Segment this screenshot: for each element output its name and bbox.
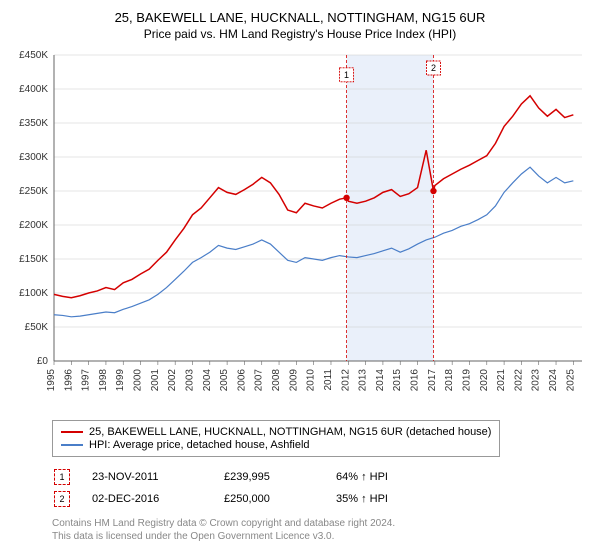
footer-line: This data is licensed under the Open Gov… bbox=[52, 530, 590, 543]
svg-text:2003: 2003 bbox=[184, 369, 195, 392]
legend-swatch bbox=[61, 431, 83, 433]
svg-text:2000: 2000 bbox=[133, 369, 144, 392]
legend-row: 25, BAKEWELL LANE, HUCKNALL, NOTTINGHAM,… bbox=[61, 426, 491, 438]
svg-text:2005: 2005 bbox=[219, 369, 230, 392]
legend-row: HPI: Average price, detached house, Ashf… bbox=[61, 439, 491, 451]
legend-swatch bbox=[61, 444, 83, 446]
svg-text:1997: 1997 bbox=[81, 369, 92, 392]
sale-price: £239,995 bbox=[224, 467, 334, 487]
legend-label: 25, BAKEWELL LANE, HUCKNALL, NOTTINGHAM,… bbox=[89, 426, 491, 438]
sale-row: 1 23-NOV-2011£239,99564% ↑ HPI bbox=[54, 467, 436, 487]
svg-text:2018: 2018 bbox=[444, 369, 455, 392]
svg-text:2008: 2008 bbox=[271, 369, 282, 392]
sale-date: 23-NOV-2011 bbox=[92, 467, 222, 487]
svg-text:2006: 2006 bbox=[236, 369, 247, 392]
svg-text:2014: 2014 bbox=[375, 369, 386, 392]
sale-delta: 35% ↑ HPI bbox=[336, 489, 436, 509]
svg-text:£200K: £200K bbox=[19, 220, 48, 231]
svg-text:2001: 2001 bbox=[150, 369, 161, 392]
legend-label: HPI: Average price, detached house, Ashf… bbox=[89, 439, 310, 451]
sales-table: 1 23-NOV-2011£239,99564% ↑ HPI 2 02-DEC-201… bbox=[52, 465, 438, 511]
svg-text:2012: 2012 bbox=[340, 369, 351, 392]
sale-delta: 64% ↑ HPI bbox=[336, 467, 436, 487]
footer-line: Contains HM Land Registry data © Crown c… bbox=[52, 517, 590, 530]
svg-text:2004: 2004 bbox=[202, 369, 213, 392]
chart-subtitle: Price paid vs. HM Land Registry's House … bbox=[10, 27, 590, 41]
svg-text:2002: 2002 bbox=[167, 369, 178, 392]
svg-text:2010: 2010 bbox=[306, 369, 317, 392]
footer-attribution: Contains HM Land Registry data © Crown c… bbox=[52, 517, 590, 543]
svg-text:2020: 2020 bbox=[479, 369, 490, 392]
svg-text:2017: 2017 bbox=[427, 369, 438, 392]
legend: 25, BAKEWELL LANE, HUCKNALL, NOTTINGHAM,… bbox=[52, 420, 500, 457]
sale-row: 2 02-DEC-2016£250,00035% ↑ HPI bbox=[54, 489, 436, 509]
svg-text:2009: 2009 bbox=[288, 369, 299, 392]
svg-text:2013: 2013 bbox=[358, 369, 369, 392]
svg-text:£50K: £50K bbox=[25, 322, 49, 333]
svg-text:2022: 2022 bbox=[513, 369, 524, 392]
svg-text:£300K: £300K bbox=[19, 152, 48, 163]
svg-text:£0: £0 bbox=[37, 356, 49, 367]
chart-area: £0 £50K £100K £150K £200K £250K £300K £350K £400… bbox=[10, 49, 590, 414]
svg-text:£350K: £350K bbox=[19, 118, 48, 129]
sale-marker-icon: 1 bbox=[54, 469, 70, 485]
svg-text:2016: 2016 bbox=[410, 369, 421, 392]
svg-text:1: 1 bbox=[344, 70, 349, 80]
svg-text:2019: 2019 bbox=[461, 369, 472, 392]
svg-text:2024: 2024 bbox=[548, 369, 559, 392]
line-chart: £0 £50K £100K £150K £200K £250K £300K £350K £400… bbox=[10, 49, 590, 409]
svg-text:1996: 1996 bbox=[63, 369, 74, 392]
svg-text:£100K: £100K bbox=[19, 288, 48, 299]
svg-text:£150K: £150K bbox=[19, 254, 48, 265]
svg-text:1998: 1998 bbox=[98, 369, 109, 392]
svg-text:2007: 2007 bbox=[254, 369, 265, 392]
sale-date: 02-DEC-2016 bbox=[92, 489, 222, 509]
svg-text:2021: 2021 bbox=[496, 369, 507, 392]
chart-title: 25, BAKEWELL LANE, HUCKNALL, NOTTINGHAM,… bbox=[10, 10, 590, 25]
svg-text:2: 2 bbox=[431, 63, 436, 73]
sale-marker-icon: 2 bbox=[54, 491, 70, 507]
svg-text:2011: 2011 bbox=[323, 369, 334, 391]
svg-text:£400K: £400K bbox=[19, 84, 48, 95]
sale-price: £250,000 bbox=[224, 489, 334, 509]
svg-text:2025: 2025 bbox=[565, 369, 576, 392]
svg-text:1999: 1999 bbox=[115, 369, 126, 392]
svg-text:2015: 2015 bbox=[392, 369, 403, 392]
svg-text:1995: 1995 bbox=[46, 369, 57, 392]
svg-text:£250K: £250K bbox=[19, 186, 48, 197]
svg-text:£450K: £450K bbox=[19, 50, 48, 61]
svg-text:2023: 2023 bbox=[531, 369, 542, 392]
